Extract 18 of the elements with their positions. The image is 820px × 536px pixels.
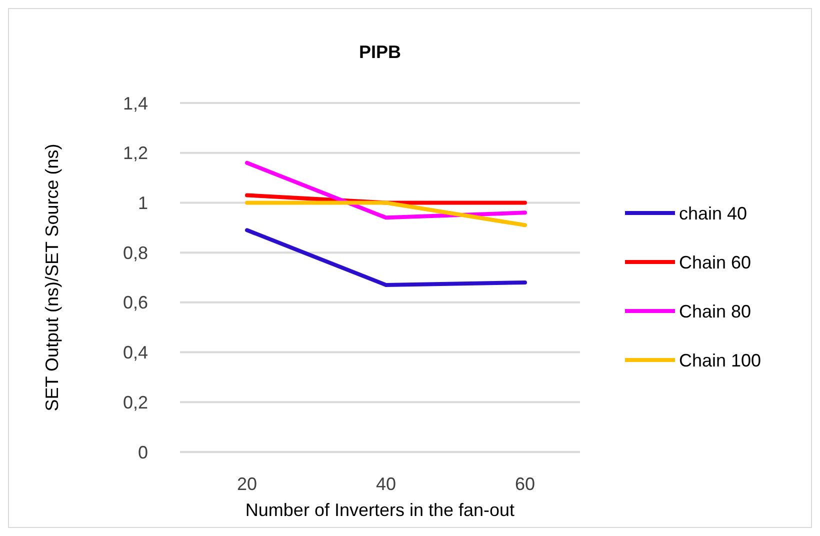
y-tick-label: 0,8 [122,242,148,263]
legend-label: chain 40 [679,203,748,224]
y-axis-title: SET Output (ns)/SET Source (ns) [42,144,62,412]
x-axis-title: Number of Inverters in the fan-out [245,500,515,520]
legend-label: Chain 60 [679,252,752,272]
y-tick-label: 1,2 [122,143,148,164]
legend-label: Chain 100 [679,350,762,370]
y-tick-label: 0,6 [122,292,148,313]
y-tick-label: 0 [138,442,148,462]
legend-label: Chain 80 [679,301,752,322]
x-tick-label: 40 [376,474,396,494]
chart-title: PIPB [358,42,402,62]
y-tick-label: 0,2 [122,392,148,412]
y-tick-label: 1 [138,193,148,214]
x-tick-label: 20 [236,474,258,494]
y-tick-label: 1,4 [122,93,148,114]
x-tick-label: 60 [514,474,536,494]
y-tick-label: 0,4 [122,342,148,363]
